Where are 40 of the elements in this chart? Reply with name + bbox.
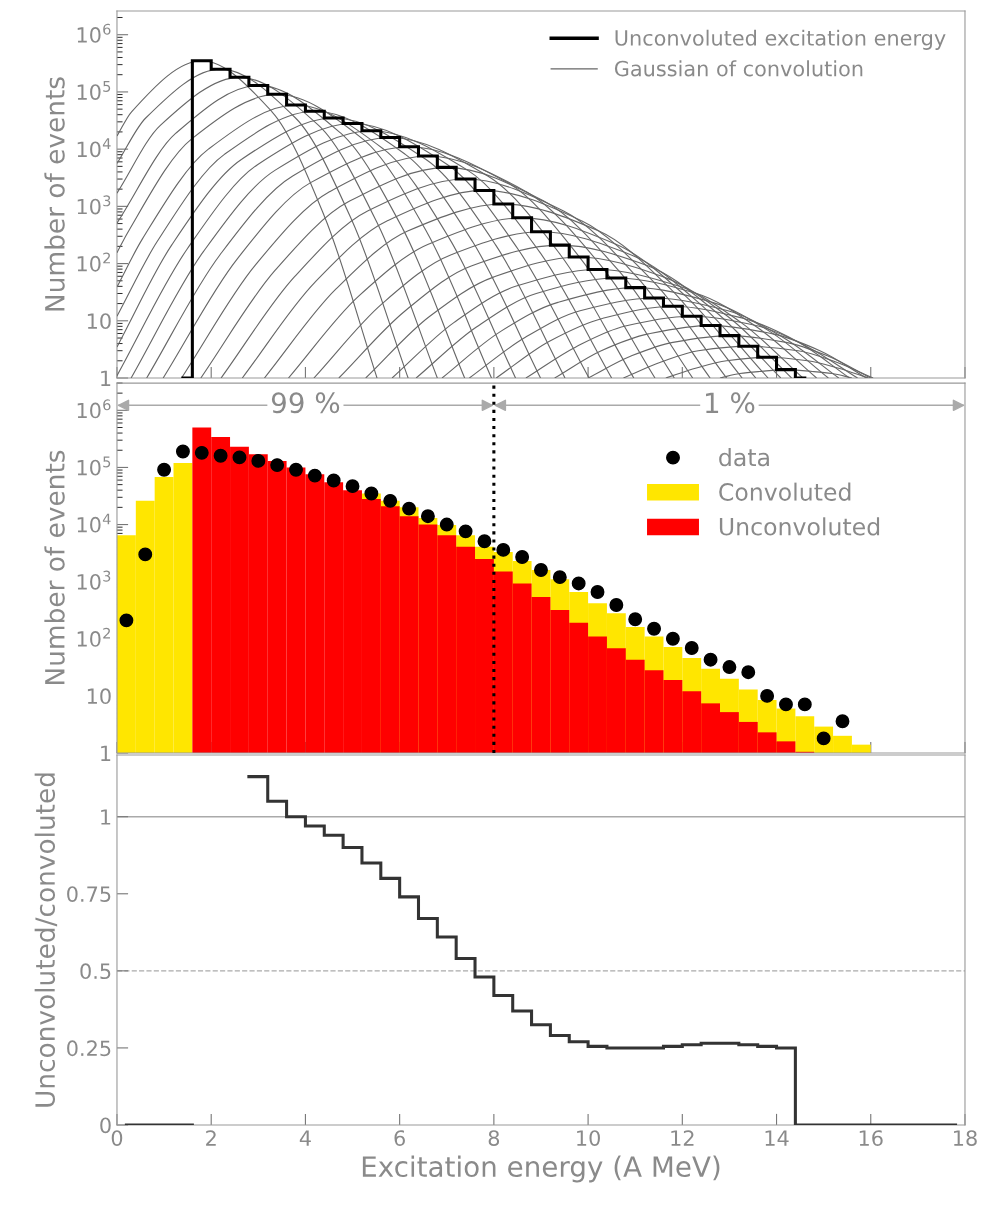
y-tick-label: 10$^{6}$: [77, 23, 111, 43]
legend-label: Convoluted: [719, 482, 851, 501]
y-tick-label: 10$^{3}$: [77, 570, 111, 590]
x-axis-title: Excitation energy (A MeV): [362, 1155, 720, 1183]
x-tick-label: 16: [859, 1130, 883, 1146]
x-tick-label: 6: [394, 1130, 405, 1146]
x-tick-label: 14: [765, 1130, 789, 1146]
y-tick-label: 10$^{4}$: [77, 138, 111, 158]
y-tick-label: 10: [87, 313, 111, 329]
y-axis-title: Number of events: [44, 77, 65, 311]
x-tick-label: 8: [488, 1130, 500, 1146]
annotation: 1 %: [706, 392, 755, 414]
x-tick-label: 12: [671, 1130, 694, 1146]
y-tick-label: 10$^{5}$: [77, 456, 111, 476]
y-tick-label: 10$^{5}$: [77, 81, 111, 100]
y-tick-label: 0.75: [67, 886, 111, 902]
y-tick-label: 10: [87, 688, 111, 705]
y-tick-label: 10$^{2}$: [77, 252, 110, 272]
y-tick-label: 1: [101, 809, 111, 825]
y-tick-label: 0: [100, 1117, 111, 1134]
x-tick-label: 18: [954, 1130, 977, 1146]
x-tick-label: 0: [111, 1130, 123, 1146]
y-tick-label: 10$^{3}$: [77, 195, 111, 215]
y-tick-label: 10$^{2}$: [77, 627, 110, 647]
y-tick-label: 0.25: [67, 1040, 111, 1057]
y-tick-label: 1: [101, 745, 111, 761]
legend-label: Unconvoluted: [719, 517, 880, 536]
y-axis-title: Number of events: [44, 450, 65, 685]
legend-label: Gaussian of convolution: [614, 60, 863, 77]
x-tick-label: 4: [299, 1130, 311, 1146]
x-tick-label: 2: [206, 1130, 216, 1146]
y-tick-label: 0.5: [80, 963, 111, 980]
legend-label: Unconvoluted excitation energy: [615, 29, 946, 50]
y-tick-label: 1: [101, 370, 111, 386]
y-tick-label: 10$^{4}$: [77, 513, 111, 533]
y-axis-title: Unconvoluted/convoluted: [34, 773, 58, 1107]
y-tick-label: 10$^{6}$: [77, 399, 111, 419]
legend-label: data: [719, 447, 769, 467]
x-tick-label: 10: [577, 1130, 600, 1146]
annotation: 99 %: [271, 392, 340, 414]
